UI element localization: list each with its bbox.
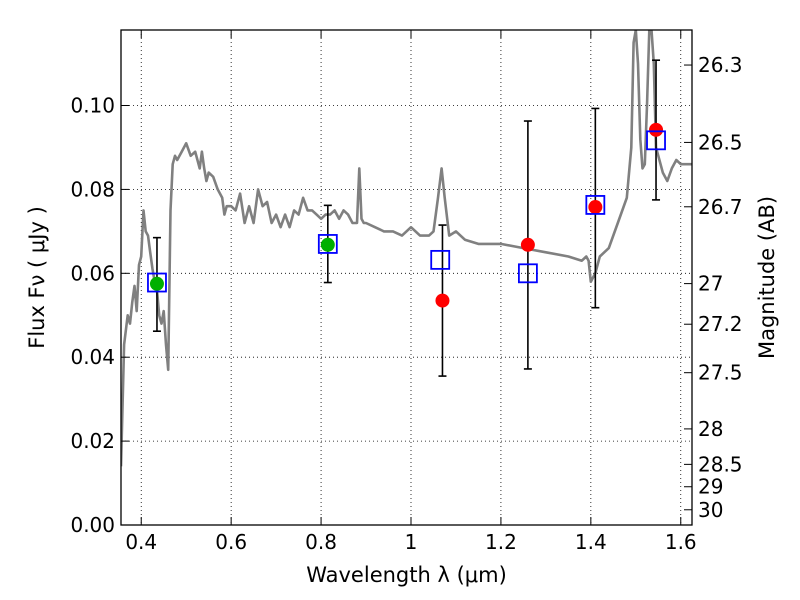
spectrum-line (121, 30, 692, 467)
model-square (585, 195, 606, 215)
x-axis-label: Wavelength λ (μm) (306, 563, 507, 587)
mag-tick-label: 26.7 (698, 195, 743, 219)
data-point (649, 122, 664, 137)
data-point (435, 293, 450, 308)
mag-tick-label: 27.2 (698, 312, 743, 336)
y-tick-label: 0.06 (70, 261, 115, 285)
model-square (646, 130, 666, 151)
mag-tick-label: 28.5 (698, 452, 743, 476)
mag-tick-label: 26.5 (698, 130, 743, 154)
mag-tick-label: 28 (698, 417, 723, 441)
data-point (588, 200, 603, 215)
mag-tick-label: 27 (698, 272, 723, 296)
y-tick-label: 0.08 (70, 177, 115, 201)
y-tick-label: 0.10 (70, 94, 115, 118)
x-tick-label: 0.4 (125, 530, 157, 554)
model-square (147, 272, 167, 293)
spectrum-layer (121, 30, 692, 467)
x-tick-label: 0.8 (305, 530, 337, 554)
mag-tick-label: 29 (698, 475, 723, 499)
x-tick-label: 1.6 (665, 530, 697, 554)
model-square (430, 249, 451, 270)
x-tick-label: 1.4 (575, 530, 607, 554)
model-square (517, 263, 538, 284)
y-axis-right-label: Magnitude (AB) (755, 196, 779, 359)
y-tick-label: 0.04 (70, 345, 115, 369)
x-tick-label: 1.2 (485, 530, 517, 554)
y-tick-label: 0.00 (70, 513, 115, 537)
data-point (520, 237, 535, 252)
data-point (320, 237, 335, 252)
ticks: 0.4 0.6 0.8 1 1.2 1.4 1.6 0.00 0.02 0.04 0.06 0.08 0… (70, 30, 743, 554)
x-tick-label: 1 (405, 530, 418, 554)
marker-layer (147, 122, 666, 308)
mag-tick-label: 27.5 (698, 361, 743, 385)
model-square (317, 234, 338, 254)
data-point (149, 276, 164, 291)
y-axis-label: Flux Fν ( μJy ) (25, 206, 49, 349)
y-tick-label: 0.02 (70, 429, 115, 453)
mag-tick-label: 30 (698, 498, 723, 522)
mag-tick-label: 26.3 (698, 53, 743, 77)
errorbar-layer (152, 59, 661, 377)
plot-frame (120, 29, 693, 526)
x-tick-label: 0.6 (215, 530, 247, 554)
grid (121, 30, 692, 526)
